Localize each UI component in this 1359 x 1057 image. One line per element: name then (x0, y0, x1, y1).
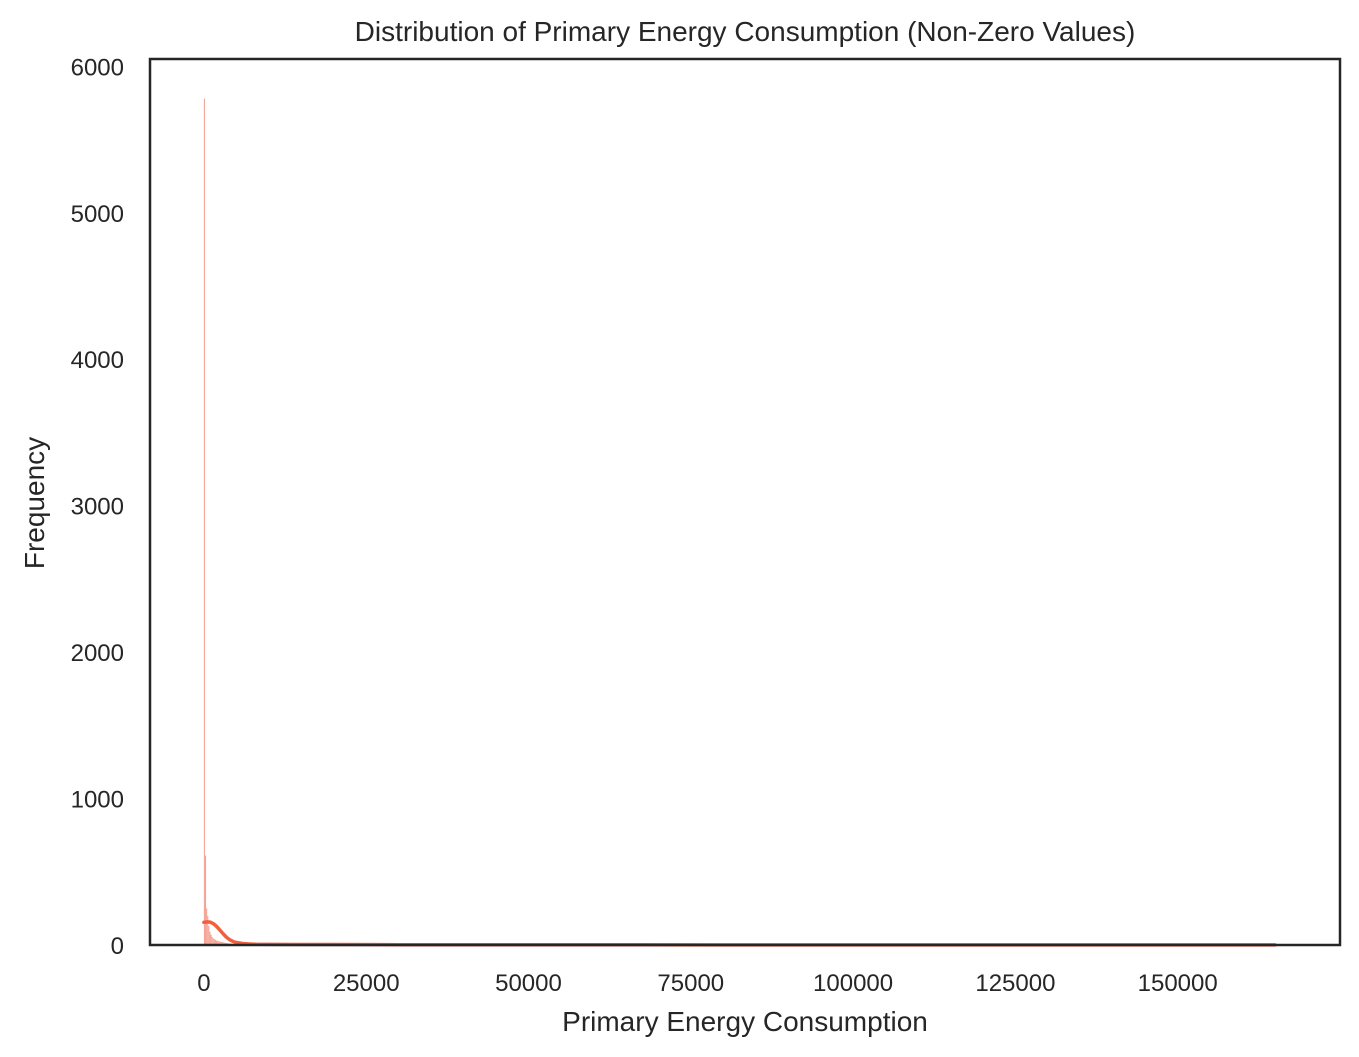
x-tick-label: 125000 (975, 970, 1055, 997)
histogram-bar (217, 940, 219, 945)
histogram-bar (210, 934, 212, 945)
x-tick-label: 75000 (657, 970, 724, 997)
plot-area (202, 98, 1277, 947)
histogram-bar (209, 931, 211, 945)
y-axis-label: Frequency (19, 437, 50, 569)
histogram-bar (203, 98, 205, 946)
axes-frame (148, 57, 1342, 947)
x-tick-label: 150000 (1138, 970, 1218, 997)
histogram-bar (207, 915, 209, 945)
histogram-bar (218, 941, 220, 945)
histogram-bar (216, 940, 218, 945)
x-axis-tick-labels: 0 25000 50000 75000 100000 125000 150000 (197, 970, 1218, 997)
histogram-bar (221, 942, 223, 945)
y-tick-label: 6000 (71, 54, 124, 81)
y-tick-label: 1000 (71, 787, 124, 814)
x-tick-label: 100000 (813, 970, 893, 997)
histogram-bar (212, 938, 214, 945)
histogram-bar (220, 942, 222, 945)
chart-title: Distribution of Primary Energy Consumpti… (355, 16, 1136, 47)
x-tick-label: 25000 (333, 970, 400, 997)
x-tick-label: 0 (197, 970, 210, 997)
x-axis-label: Primary Energy Consumption (562, 1006, 928, 1037)
histogram-bar (211, 936, 213, 945)
histogram-bar (206, 908, 208, 945)
histogram-bar (219, 941, 221, 945)
y-tick-label: 0 (111, 933, 124, 960)
histogram-bar (214, 939, 217, 945)
x-tick-label: 50000 (495, 970, 562, 997)
kde-curve (202, 920, 1277, 947)
histogram-bar (213, 939, 215, 945)
histogram-bar (208, 925, 210, 945)
histogram-bars (203, 98, 272, 946)
y-tick-label: 2000 (71, 640, 124, 667)
histogram-bar (222, 942, 224, 945)
histogram-bar (204, 855, 207, 945)
y-tick-label: 4000 (71, 347, 124, 374)
y-axis-tick-labels: 0 1000 2000 3000 4000 5000 6000 (71, 54, 124, 960)
y-tick-label: 3000 (71, 494, 124, 521)
y-tick-label: 5000 (71, 201, 124, 228)
